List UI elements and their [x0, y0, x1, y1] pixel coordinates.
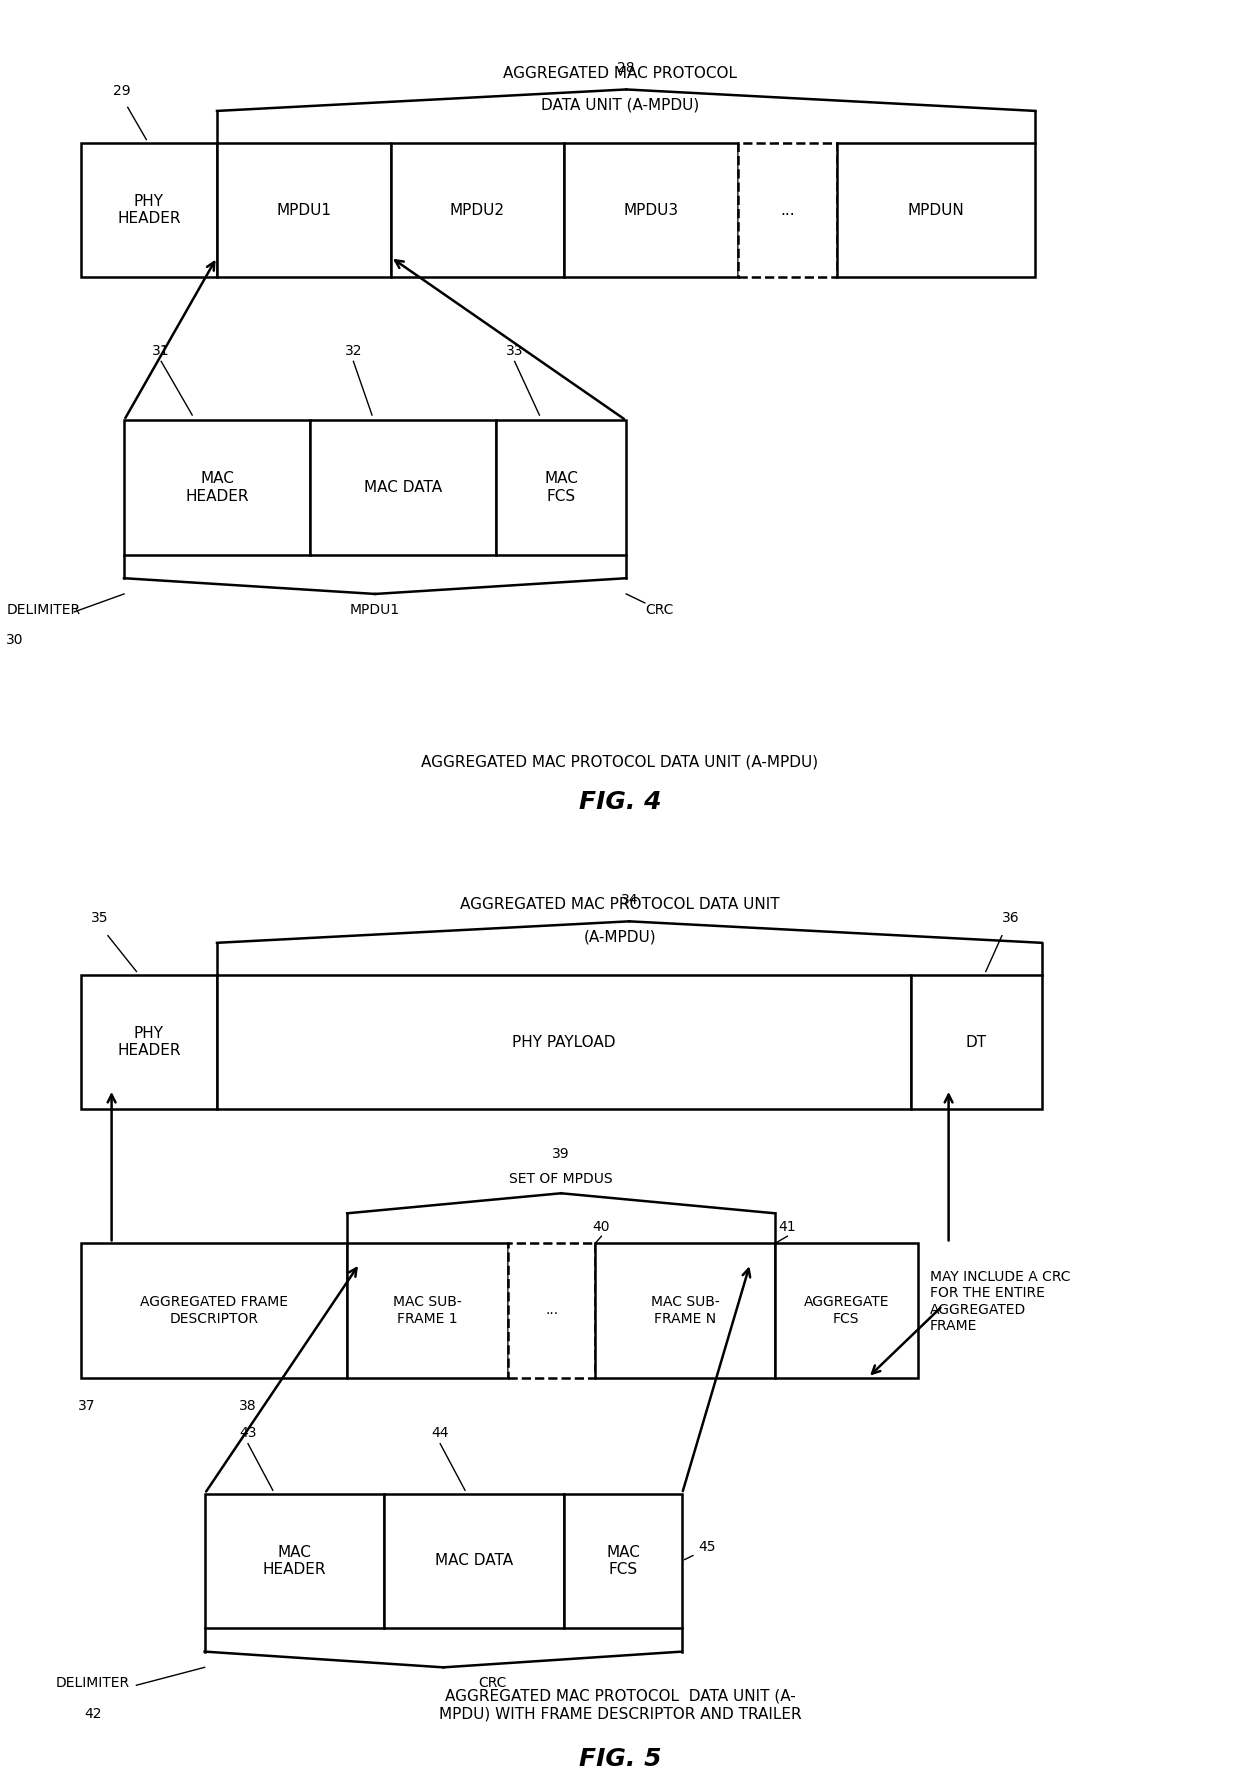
Text: PHY
HEADER: PHY HEADER [117, 1025, 181, 1059]
Bar [81, 143, 217, 277]
Bar [508, 1243, 595, 1378]
Bar [738, 143, 837, 277]
Text: MAC DATA: MAC DATA [435, 1553, 513, 1569]
Text: CRC: CRC [645, 603, 673, 617]
Text: SET OF MPDUS: SET OF MPDUS [510, 1172, 613, 1186]
Text: 32: 32 [345, 343, 362, 358]
Text: MAC SUB-
FRAME 1: MAC SUB- FRAME 1 [393, 1295, 463, 1326]
Text: DELIMITER: DELIMITER [56, 1676, 130, 1691]
Text: DATA UNIT (A-MPDU): DATA UNIT (A-MPDU) [541, 98, 699, 113]
Text: 28: 28 [618, 61, 635, 75]
Text: DT: DT [966, 1034, 987, 1050]
Bar [347, 1243, 508, 1378]
Bar [911, 975, 1042, 1109]
Text: 42: 42 [84, 1707, 102, 1721]
Text: CRC: CRC [479, 1676, 507, 1691]
Text: AGGREGATED FRAME
DESCRIPTOR: AGGREGATED FRAME DESCRIPTOR [140, 1295, 288, 1326]
Bar [310, 420, 496, 555]
Bar [124, 420, 310, 555]
Bar [391, 143, 564, 277]
Text: MPDU1: MPDU1 [350, 603, 401, 617]
Text: MPDUN: MPDUN [908, 202, 965, 218]
Text: 40: 40 [593, 1220, 610, 1234]
Text: 43: 43 [239, 1426, 257, 1440]
Text: AGGREGATE
FCS: AGGREGATE FCS [804, 1295, 889, 1326]
Text: 41: 41 [779, 1220, 796, 1234]
Text: FIG. 4: FIG. 4 [579, 791, 661, 814]
Text: AGGREGATED MAC PROTOCOL DATA UNIT (A-MPDU): AGGREGATED MAC PROTOCOL DATA UNIT (A-MPD… [422, 755, 818, 769]
Text: (A-MPDU): (A-MPDU) [584, 930, 656, 945]
Text: 37: 37 [78, 1399, 95, 1413]
Text: FIG. 5: FIG. 5 [579, 1748, 661, 1771]
Text: MAC SUB-
FRAME N: MAC SUB- FRAME N [651, 1295, 719, 1326]
Bar [837, 143, 1035, 277]
Text: 33: 33 [506, 343, 523, 358]
Text: 29: 29 [113, 84, 130, 98]
Text: MPDU1: MPDU1 [277, 202, 331, 218]
Bar [384, 1494, 564, 1628]
Bar [564, 143, 738, 277]
Bar [217, 975, 911, 1109]
Text: 34: 34 [620, 893, 639, 907]
Text: PHY PAYLOAD: PHY PAYLOAD [512, 1034, 616, 1050]
Text: MAC DATA: MAC DATA [363, 479, 443, 496]
Bar [81, 975, 217, 1109]
Text: MAC
HEADER: MAC HEADER [185, 471, 249, 504]
Text: 30: 30 [6, 633, 24, 648]
Text: 36: 36 [1002, 911, 1019, 925]
Text: MPDU3: MPDU3 [624, 202, 678, 218]
Text: 45: 45 [698, 1540, 715, 1555]
Text: PHY
HEADER: PHY HEADER [117, 193, 181, 227]
Bar [496, 420, 626, 555]
Text: MAC
HEADER: MAC HEADER [263, 1544, 326, 1578]
Text: 35: 35 [91, 911, 108, 925]
Bar [564, 1494, 682, 1628]
Bar [217, 143, 391, 277]
Text: MAY INCLUDE A CRC
FOR THE ENTIRE
AGGREGATED
FRAME: MAY INCLUDE A CRC FOR THE ENTIRE AGGREGA… [930, 1270, 1070, 1333]
Text: 44: 44 [432, 1426, 449, 1440]
Text: 38: 38 [239, 1399, 257, 1413]
Text: MAC
FCS: MAC FCS [544, 471, 578, 504]
Text: AGGREGATED MAC PROTOCOL  DATA UNIT (A-
MPDU) WITH FRAME DESCRIPTOR AND TRAILER: AGGREGATED MAC PROTOCOL DATA UNIT (A- MP… [439, 1689, 801, 1721]
Bar [595, 1243, 775, 1378]
Text: ...: ... [546, 1304, 558, 1317]
Text: MPDU2: MPDU2 [450, 202, 505, 218]
Text: DELIMITER: DELIMITER [6, 603, 81, 617]
Text: ...: ... [780, 202, 795, 218]
Text: AGGREGATED MAC PROTOCOL DATA UNIT: AGGREGATED MAC PROTOCOL DATA UNIT [460, 898, 780, 912]
Text: AGGREGATED MAC PROTOCOL: AGGREGATED MAC PROTOCOL [503, 66, 737, 81]
Bar [775, 1243, 918, 1378]
Text: 31: 31 [153, 343, 170, 358]
Bar [81, 1243, 347, 1378]
Text: 39: 39 [552, 1147, 570, 1161]
Text: MAC
FCS: MAC FCS [606, 1544, 640, 1578]
Bar [205, 1494, 384, 1628]
